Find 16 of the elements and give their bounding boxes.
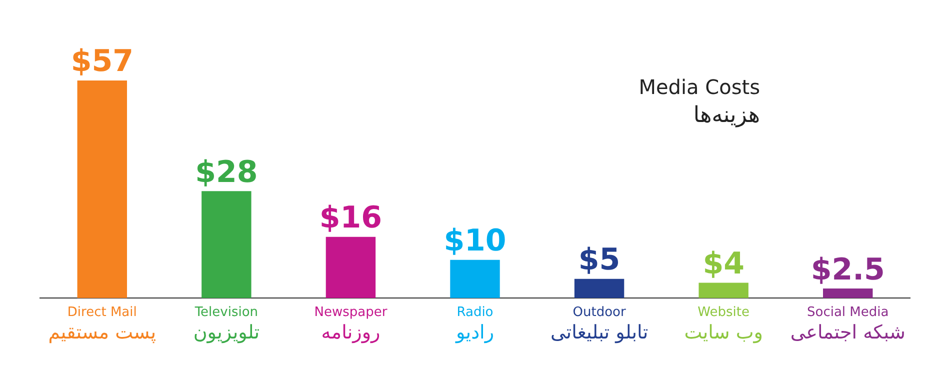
- bar: [77, 80, 127, 298]
- text: هزینه‌ها: [693, 103, 760, 128]
- bar: [698, 282, 748, 298]
- chart-title: Media Costs: [638, 75, 760, 99]
- data-label: $10: [444, 224, 506, 259]
- bar: [450, 260, 500, 298]
- data-label: $5: [578, 242, 620, 278]
- data-label: $57: [70, 44, 134, 80]
- bar: [202, 191, 252, 298]
- bar: [823, 288, 873, 298]
- data-label: $4: [702, 246, 744, 282]
- bar: [574, 278, 624, 298]
- data-label: $2.5: [810, 252, 885, 288]
- data-label: $28: [195, 154, 258, 190]
- data-label: $16: [319, 200, 382, 236]
- bar: [326, 236, 376, 298]
